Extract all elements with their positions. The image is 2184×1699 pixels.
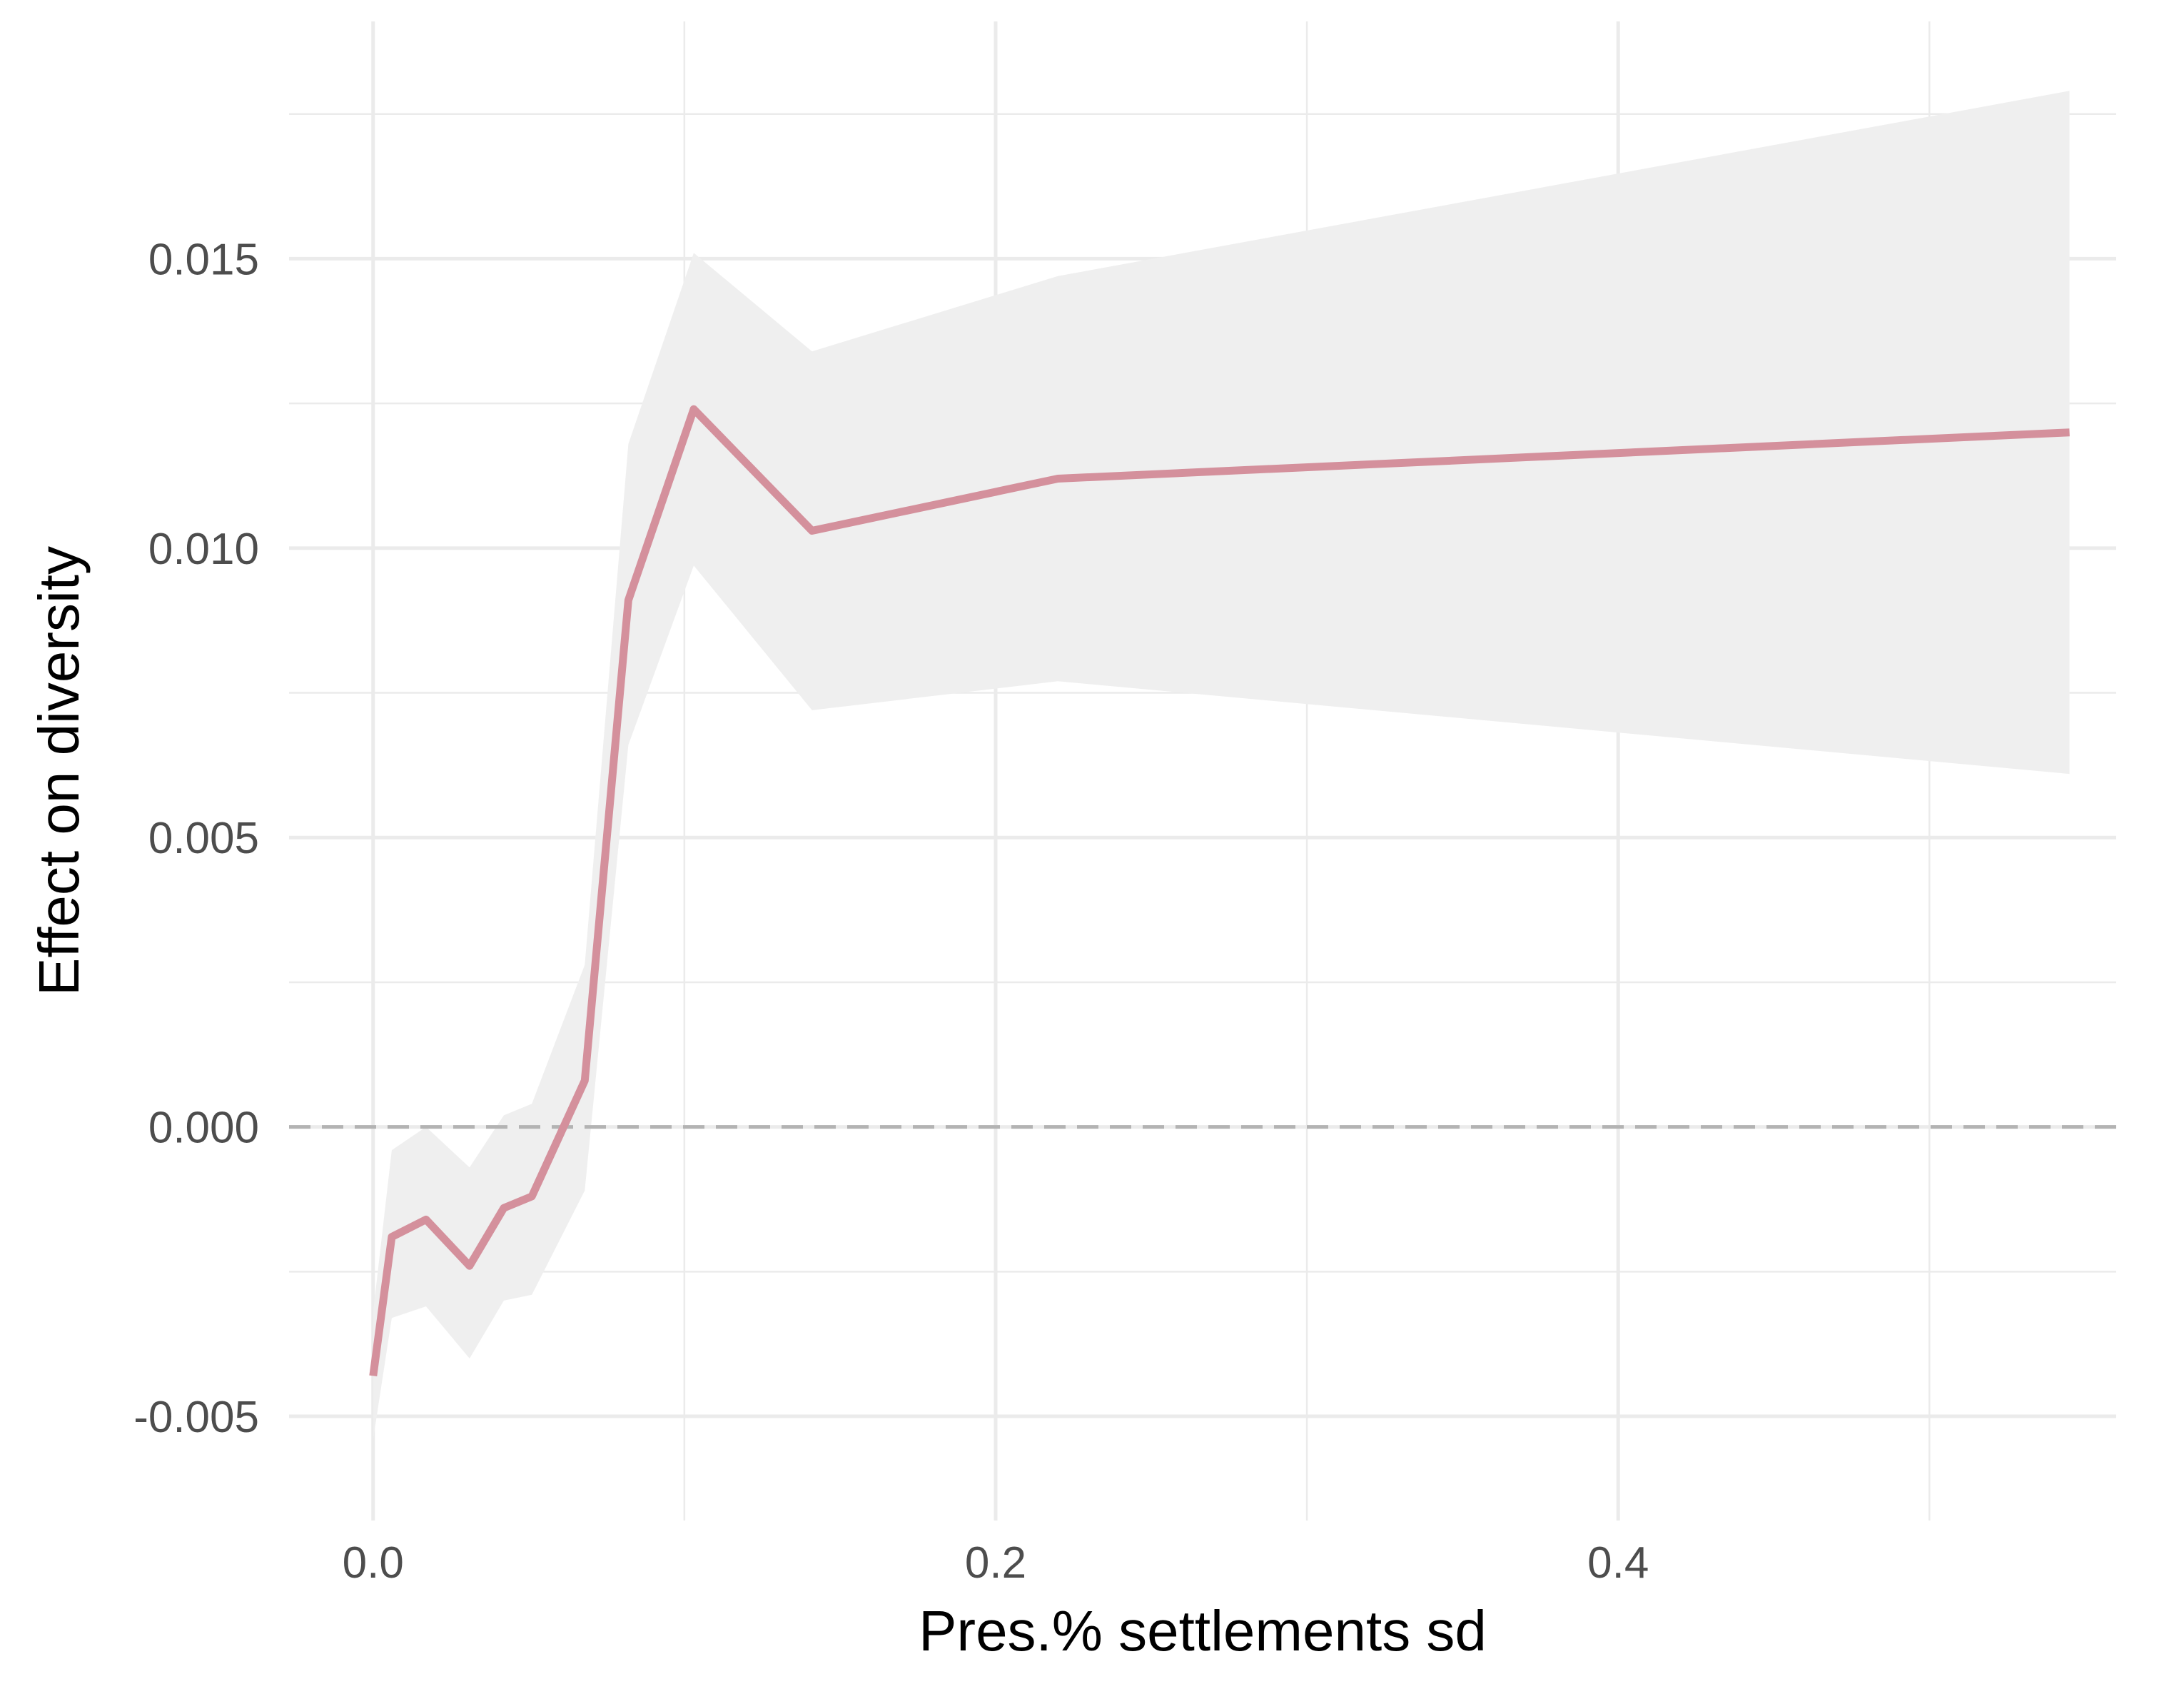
y-tick-label: -0.005 bbox=[133, 1393, 259, 1442]
y-axis-tick-labels: -0.005 0.000 0.005 0.010 0.015 bbox=[133, 235, 259, 1442]
y-tick-label: 0.010 bbox=[148, 525, 259, 574]
y-tick-label: 0.015 bbox=[148, 235, 259, 284]
effect-series-line bbox=[369, 405, 2070, 1377]
confidence-ribbon bbox=[373, 91, 2070, 1440]
series-lines bbox=[369, 405, 2070, 1377]
x-tick-label: 0.2 bbox=[965, 1538, 1026, 1588]
x-axis-title: Pres.% settlements sd bbox=[919, 1599, 1487, 1663]
y-tick-label: 0.000 bbox=[148, 1104, 259, 1153]
y-axis-title: Effect on diversity bbox=[27, 546, 91, 996]
x-tick-label: 0.4 bbox=[1587, 1538, 1649, 1588]
x-axis-tick-labels: 0.0 0.2 0.4 bbox=[343, 1538, 1649, 1588]
x-tick-label: 0.0 bbox=[343, 1538, 404, 1588]
confidence-ribbons bbox=[373, 91, 2070, 1440]
y-tick-label: 0.005 bbox=[148, 814, 259, 863]
